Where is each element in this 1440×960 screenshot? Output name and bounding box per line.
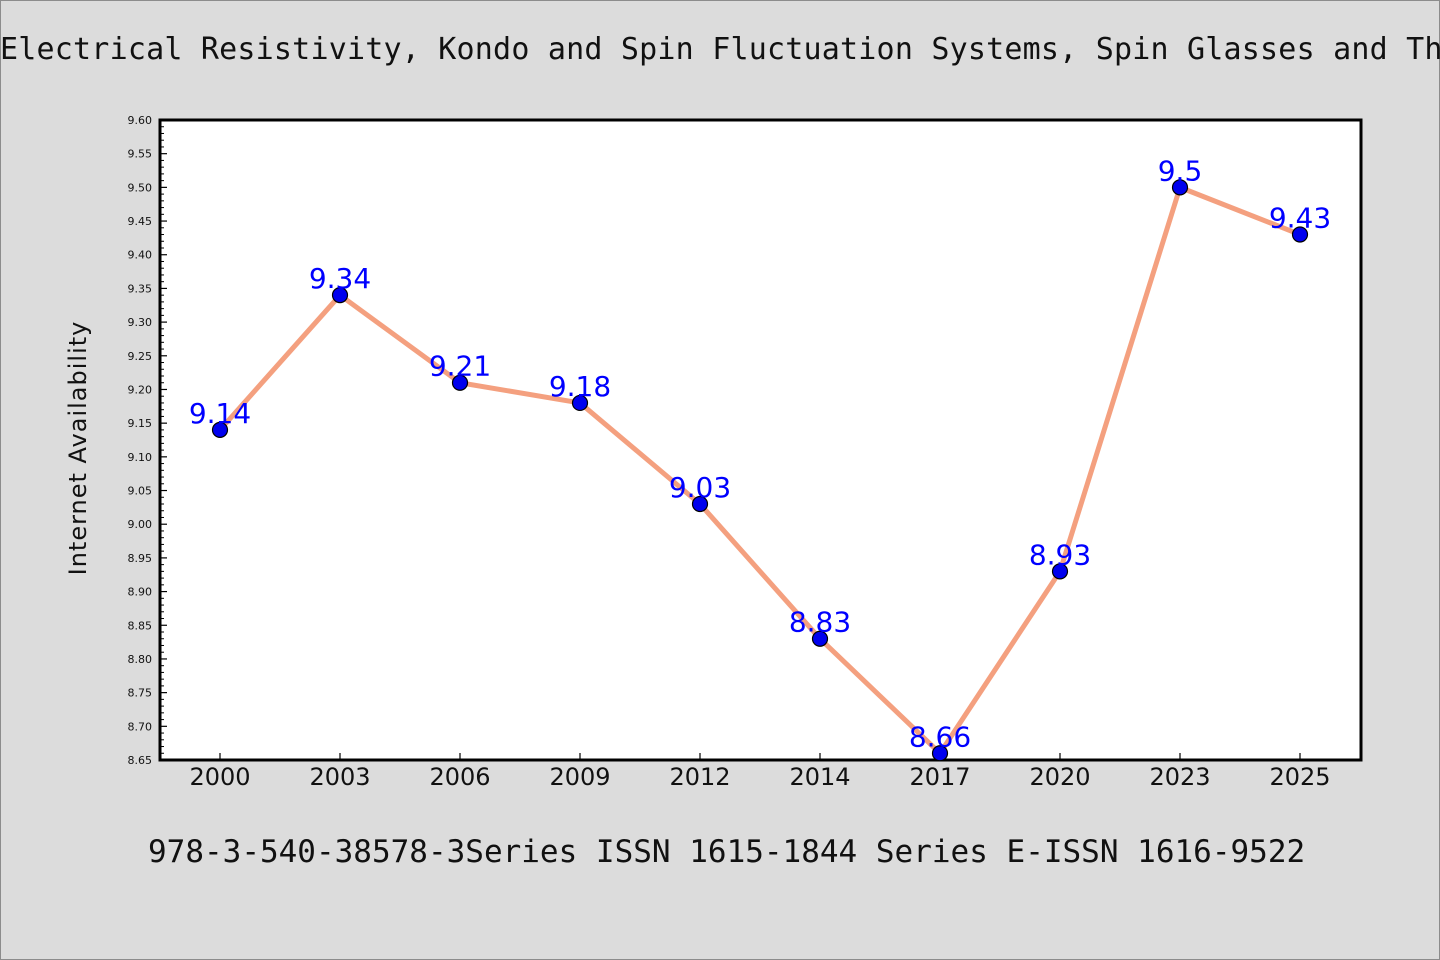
data-point: [1171, 179, 1189, 196]
data-label: 9.34: [309, 262, 371, 295]
plot-area: [158, 118, 1363, 762]
data-point: [1291, 226, 1309, 243]
data-label: 9.43: [1269, 202, 1331, 235]
y-tick-label: 8.95: [128, 552, 153, 565]
y-tick-label: 9.45: [128, 215, 153, 228]
y-tick-label: 9.30: [128, 316, 153, 329]
y-tick-label: 8.80: [128, 653, 153, 666]
y-tick-label: 8.85: [128, 619, 153, 632]
x-tick-label: 2000: [189, 763, 250, 791]
y-tick-label: 9.20: [128, 383, 153, 396]
y-tick-label: 9.60: [128, 114, 153, 127]
x-tick-label: 2006: [429, 763, 490, 791]
x-axis-ticks: 2000 2003 2006 2009 2012 2014 2017 2020 2023 2025: [189, 753, 1331, 791]
chart-title: Electrical Resistivity, Kondo and Spin F…: [0, 32, 1440, 67]
y-tick-label: 9.10: [128, 451, 153, 464]
data-point: [571, 394, 589, 412]
y-tick-label: 8.90: [128, 586, 153, 599]
footer-text: 978-3-540-38578-3Series ISSN 1615-1844 S…: [148, 834, 1306, 870]
y-tick-label: 9.35: [128, 282, 153, 295]
y-tick-label: 9.05: [128, 485, 153, 498]
y-tick-label: 8.70: [128, 720, 153, 733]
y-axis-label: Internet Availability: [64, 321, 92, 576]
data-point: [211, 421, 229, 438]
y-tick-label: 8.65: [128, 754, 153, 767]
x-tick-label: 2023: [1149, 763, 1210, 791]
y-tick-label: 9.25: [128, 350, 153, 363]
x-tick-label: 2009: [549, 763, 610, 791]
data-point: [811, 630, 829, 647]
y-tick-label: 8.75: [128, 687, 153, 700]
data-points: [211, 179, 1309, 762]
data-point: [331, 287, 349, 304]
data-point: [451, 374, 469, 391]
x-tick-label: 2020: [1029, 763, 1090, 791]
y-tick-label: 9.15: [128, 417, 153, 430]
data-point: [931, 745, 949, 762]
x-tick-label: 2014: [789, 763, 850, 791]
data-label: 9.03: [669, 471, 731, 504]
data-label: 8.66: [909, 720, 971, 753]
y-tick-label: 9.00: [128, 518, 153, 531]
x-tick-label: 2017: [909, 763, 970, 791]
x-tick-label: 2025: [1269, 763, 1330, 791]
y-tick-label: 9.40: [128, 249, 153, 262]
y-tick-label: 9.55: [128, 148, 153, 161]
y-tick-label: 9.50: [128, 181, 153, 194]
data-labels: 9.14 9.34 9.21 9.18 9.03 8.83 8.66 8.93 9.5 9.43: [189, 154, 1331, 753]
data-point: [691, 495, 709, 513]
data-label: 9.21: [429, 350, 491, 383]
data-label: 9.5: [1158, 154, 1203, 187]
y-axis-ticks: 8.65 8.70 8.75 8.80 8.85 8.90 8.95 9.00 9.05 9.10…: [128, 114, 167, 767]
series-line: [217, 184, 1303, 756]
data-label: 8.93: [1029, 538, 1091, 571]
x-tick-label: 2012: [669, 763, 730, 791]
x-tick-label: 2003: [309, 763, 370, 791]
data-point: [1051, 563, 1069, 580]
data-label: 9.18: [549, 370, 611, 403]
data-label: 8.83: [789, 606, 851, 639]
data-label: 9.14: [189, 397, 251, 430]
